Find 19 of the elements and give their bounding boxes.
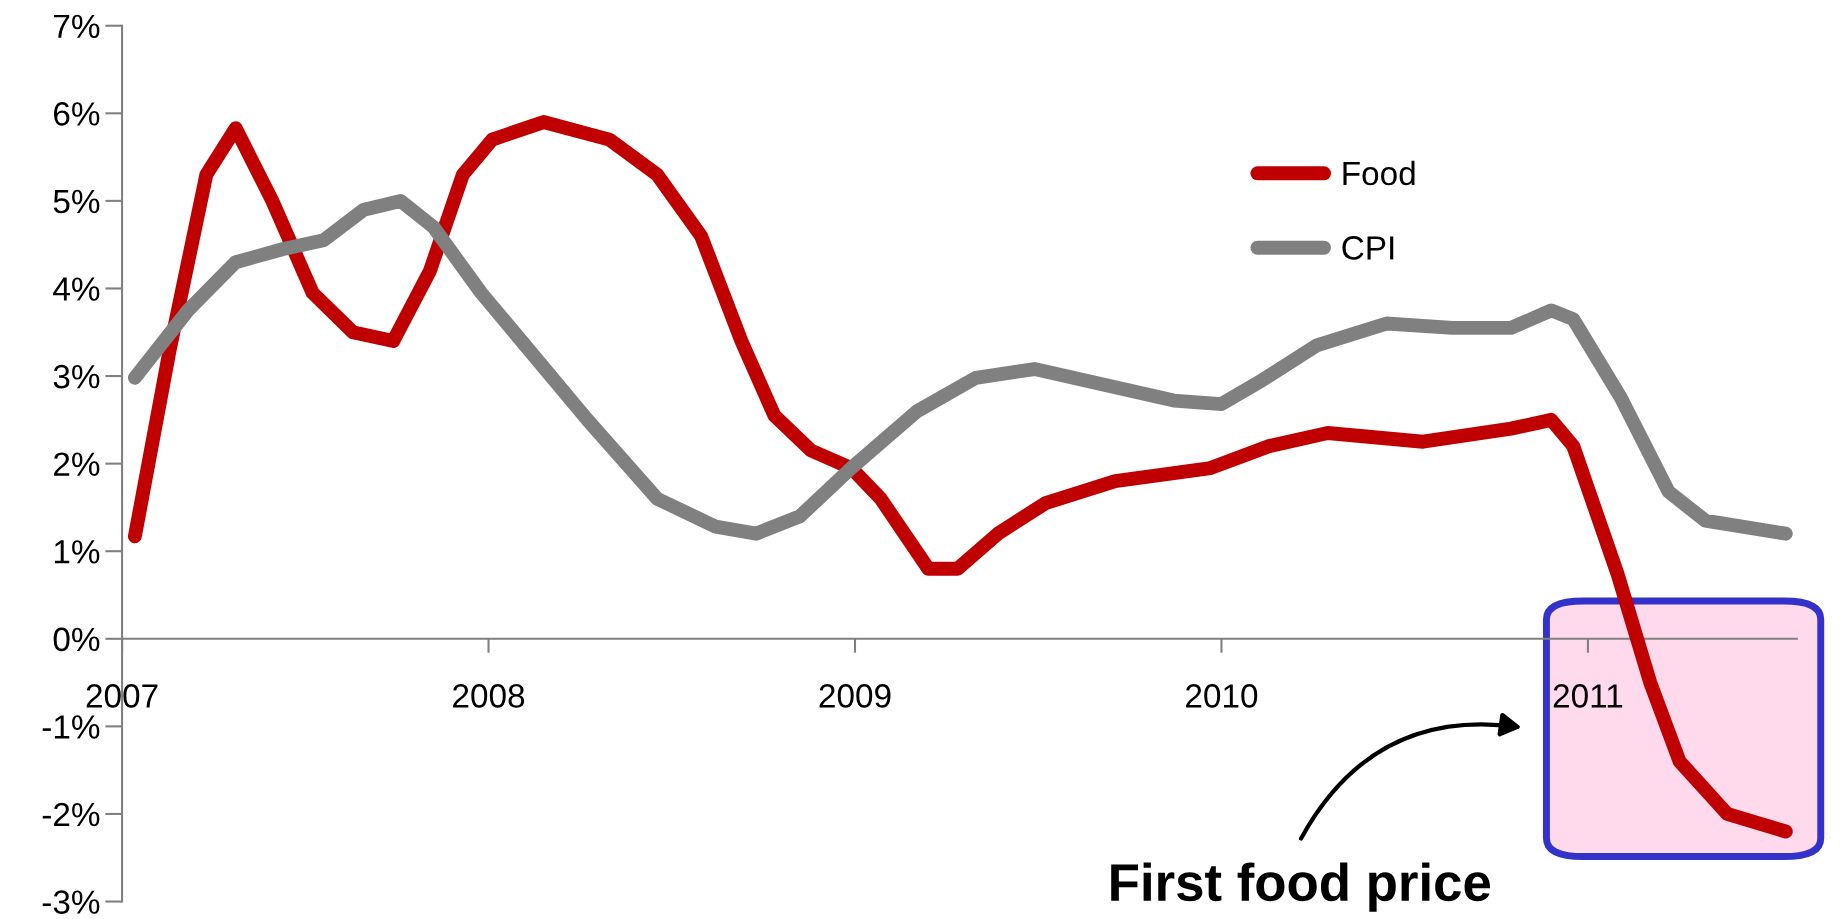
y-tick-label: 0% (53, 627, 100, 652)
y-tick-label: 4% (53, 277, 100, 301)
y-tick-label: 2% (54, 452, 100, 476)
annotation: First food price (1111, 862, 1491, 912)
y-tick-label: -1% (42, 715, 100, 739)
y-tick-label: 6% (54, 102, 100, 126)
y-tick-label: -2% (42, 802, 100, 827)
legend-label: CPI (1342, 236, 1394, 260)
x-tick-label: 2008 (453, 684, 525, 708)
y-tick-label: 7% (54, 14, 100, 39)
legend-label: Food (1343, 160, 1415, 186)
y-tick-label: 1% (54, 540, 100, 564)
x-tick-label: 2009 (819, 684, 891, 708)
x-tick-label: 2010 (1186, 684, 1258, 708)
x-tick-label: 2007 (86, 684, 158, 708)
x-tick-label: 2011 (1553, 684, 1623, 708)
y-tick-label: 5% (53, 189, 100, 214)
y-tick-label: 3% (53, 364, 100, 389)
y-tick-label: -3% (42, 890, 100, 914)
